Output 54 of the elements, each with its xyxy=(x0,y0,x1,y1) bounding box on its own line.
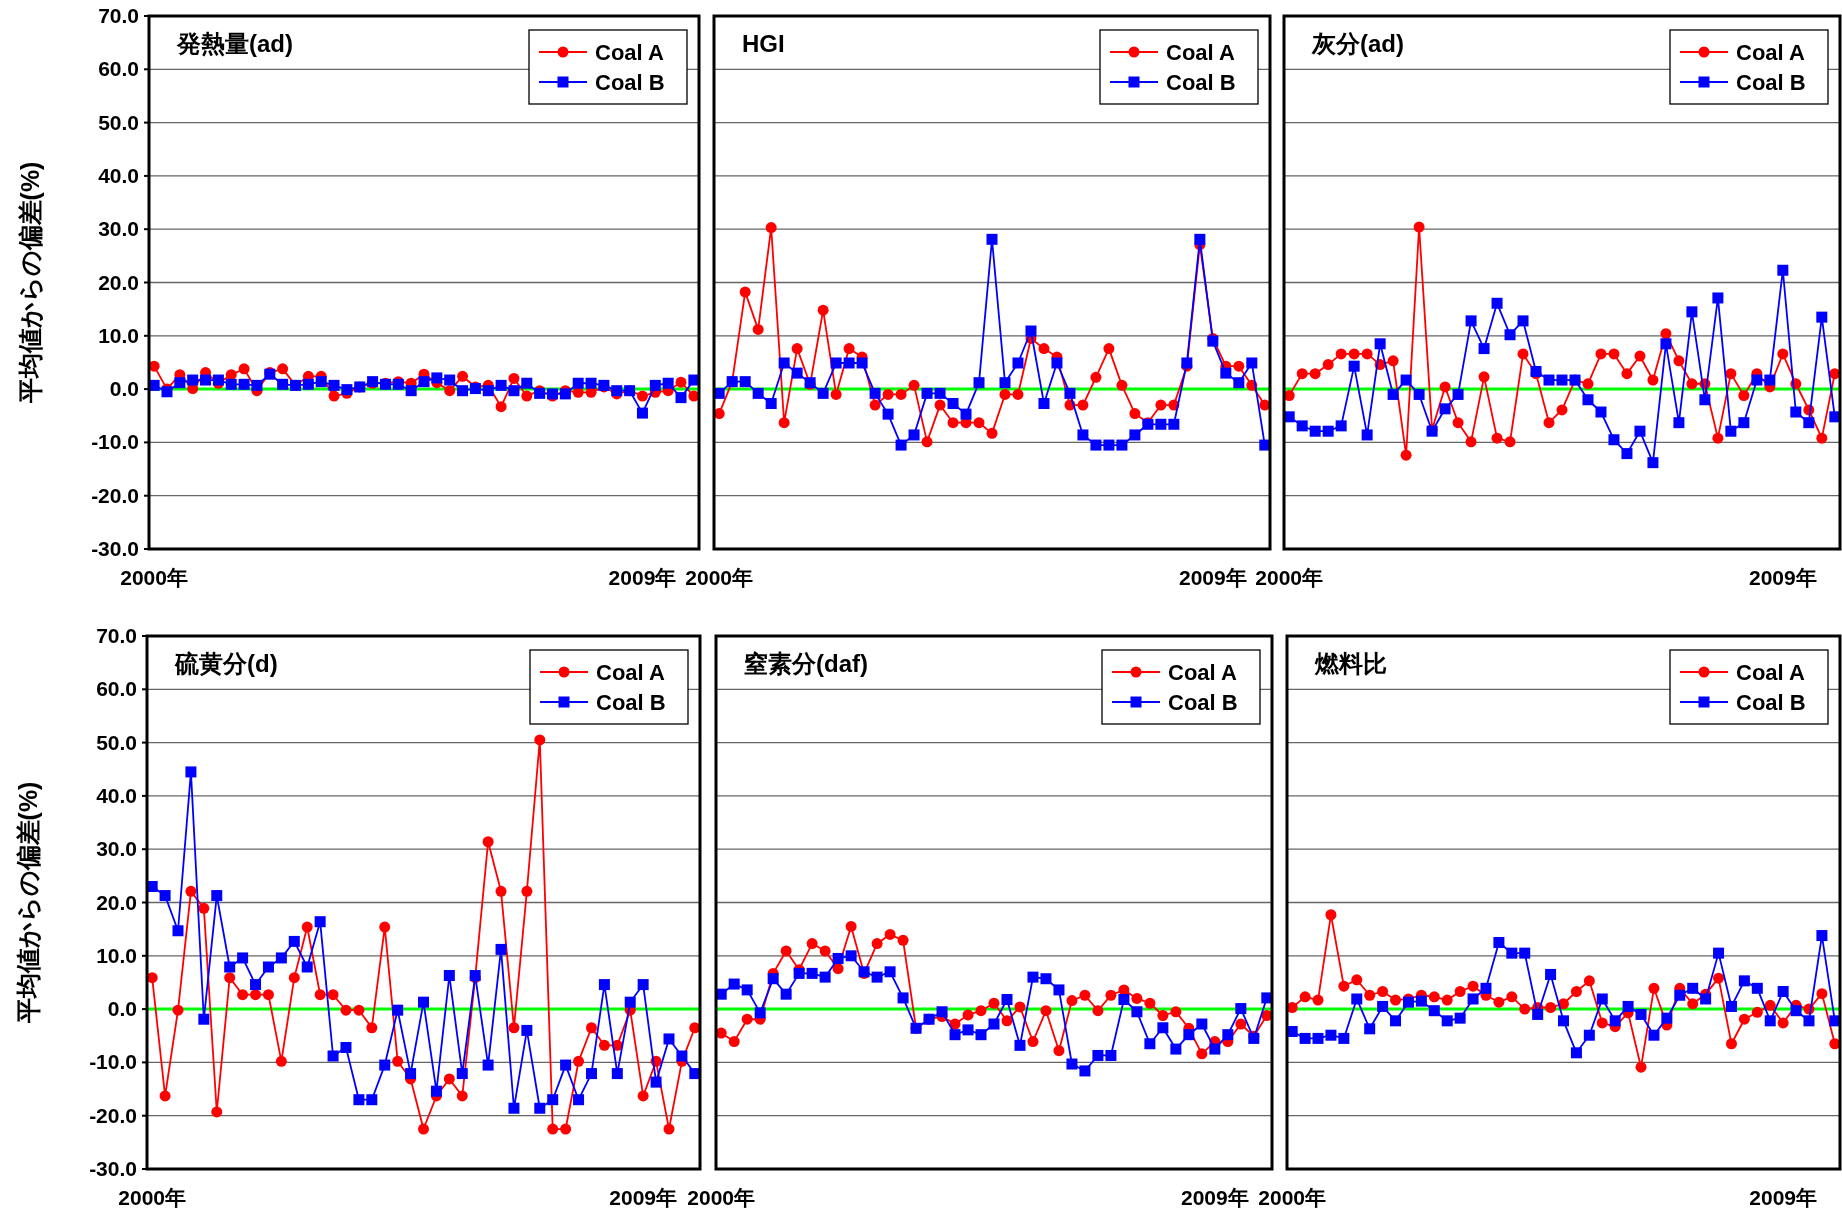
y-tick-label: 60.0 xyxy=(96,677,137,701)
y-tick-label: 10.0 xyxy=(98,323,139,347)
text: 発熱量(ad) xyxy=(176,30,293,57)
y-tick-label: -10.0 xyxy=(91,430,139,454)
y-axis-title: 平均値からの偏差(%) xyxy=(14,781,42,1025)
legend-label: Coal A xyxy=(595,40,664,65)
y-tick-label: -20.0 xyxy=(89,1103,137,1127)
y-tick-label: 70.0 xyxy=(96,624,137,647)
x-tick-label: 2009年 xyxy=(1180,1186,1249,1209)
y-tick-label: 60.0 xyxy=(98,57,139,81)
legend-label: Coal B xyxy=(1736,690,1806,715)
x-tick-label: 2009年 xyxy=(609,1186,678,1209)
legend-label: Coal B xyxy=(596,690,666,715)
legend-label: Coal A xyxy=(1166,40,1235,65)
y-tick-label: 30.0 xyxy=(98,217,139,241)
legend-label: Coal A xyxy=(596,660,665,685)
legend-label: Coal A xyxy=(1168,660,1237,685)
y-tick-label: 70.0 xyxy=(98,4,139,27)
x-tick-label: 2009年 xyxy=(1749,1186,1818,1209)
legend-label: Coal A xyxy=(1736,40,1805,65)
y-tick-label: -30.0 xyxy=(91,537,139,560)
y-tick-label: 0.0 xyxy=(107,997,137,1021)
x-tick-label: 2000年 xyxy=(120,566,188,589)
y-tick-label: 40.0 xyxy=(96,783,137,807)
y-tick-label: 10.0 xyxy=(96,943,137,967)
legend-label: Coal B xyxy=(1166,70,1236,95)
y-tick-label: -10.0 xyxy=(89,1050,137,1074)
y-tick-label: 0.0 xyxy=(109,377,139,401)
x-tick-label: 2009年 xyxy=(608,566,677,589)
y-axis-title: 平均値からの偏差(%) xyxy=(16,161,44,405)
y-tick-label: 20.0 xyxy=(98,270,139,294)
x-tick-label: 2000年 xyxy=(1255,566,1324,589)
text: 燃料比 xyxy=(1314,650,1387,677)
text: 窒素分(daf) xyxy=(744,650,868,677)
legend-label: Coal B xyxy=(1168,690,1238,715)
x-tick-label: 2009年 xyxy=(1178,566,1247,589)
y-tick-label: -20.0 xyxy=(91,483,139,507)
x-tick-label: 2000年 xyxy=(1258,1186,1327,1209)
y-tick-label: 50.0 xyxy=(96,730,137,754)
x-tick-label: 2000年 xyxy=(687,1186,756,1209)
y-tick-label: 50.0 xyxy=(98,110,139,134)
x-tick-label: 2000年 xyxy=(118,1186,187,1209)
y-tick-label: -30.0 xyxy=(89,1157,137,1180)
x-tick-label: 2000年 xyxy=(685,566,754,589)
y-tick-label: 20.0 xyxy=(96,890,137,914)
legend-label: Coal B xyxy=(595,70,665,95)
text: 硫黄分(d) xyxy=(174,650,278,677)
legend-label: Coal A xyxy=(1736,660,1805,685)
legend-label: Coal B xyxy=(1736,70,1806,95)
text: 灰分(ad) xyxy=(1311,30,1404,57)
x-tick-label: 2009年 xyxy=(1748,566,1817,589)
y-tick-label: 30.0 xyxy=(96,837,137,861)
text: HGI xyxy=(742,30,785,57)
y-tick-label: 40.0 xyxy=(98,163,139,187)
